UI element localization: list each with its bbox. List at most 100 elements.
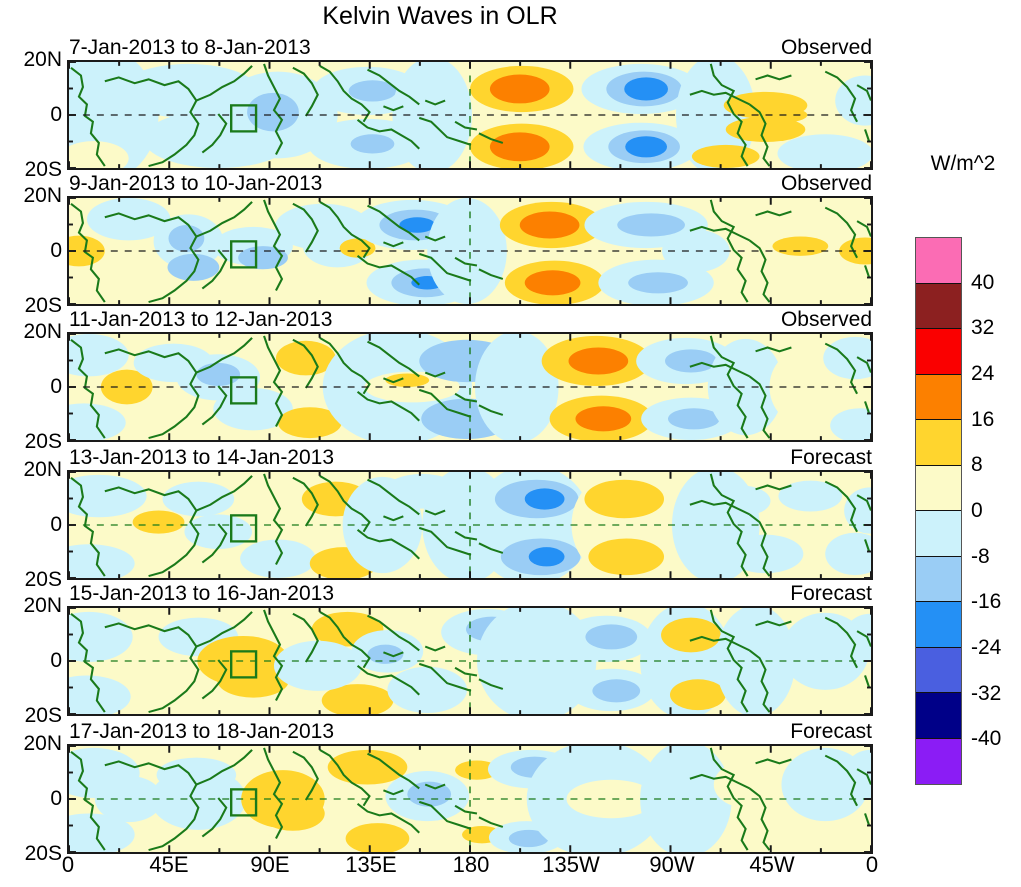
yaxis-panel-6: 20N 0 20S <box>0 732 62 865</box>
colorbar-swatch <box>916 647 961 693</box>
axis-ticks <box>69 198 871 304</box>
page-title: Kelvin Waves in OLR <box>322 2 558 30</box>
colorbar-swatch <box>916 693 961 739</box>
colorbar-tick-labels: 40 32 24 16 8 0 -8 -16 -24 -32 -40 <box>966 237 1021 785</box>
colorbar-tick-label: -40 <box>971 727 1002 751</box>
colorbar-tick-label: -24 <box>971 636 1002 659</box>
yaxis-tick-20S: 20S <box>24 430 62 453</box>
colorbar-swatch <box>916 738 961 784</box>
yaxis-tick-0: 0 <box>50 649 62 672</box>
panel-header: 11-Jan-2013 to 12-Jan-2013 Observed <box>67 308 873 332</box>
panel-map-area <box>67 606 873 716</box>
colorbar-tick-label: 16 <box>971 407 995 431</box>
panel-kind-label: Forecast <box>790 582 872 605</box>
olr-field <box>69 198 871 304</box>
map-panel-6: 17-Jan-2013 to 18-Jan-2013 Forecast <box>67 720 873 854</box>
reference-box <box>229 240 258 269</box>
panel-date-range: 11-Jan-2013 to 12-Jan-2013 <box>69 308 333 331</box>
map-panel-2: 9-Jan-2013 to 10-Jan-2013 Observed <box>67 172 873 306</box>
coastlines <box>70 473 871 578</box>
panel-map-area <box>67 196 873 306</box>
axis-ticks <box>69 334 871 440</box>
reference-box <box>229 376 258 405</box>
yaxis-tick-20S: 20S <box>24 158 62 181</box>
panel-header: 13-Jan-2013 to 14-Jan-2013 Forecast <box>67 446 873 470</box>
panel-header: 17-Jan-2013 to 18-Jan-2013 Forecast <box>67 720 873 744</box>
colorbar-swatch <box>916 374 961 420</box>
olr-contour-plot <box>69 472 871 578</box>
xaxis-tick-45E: 45E <box>149 852 189 877</box>
xaxis-tick-45W: 45W <box>749 852 795 877</box>
yaxis-tick-20N: 20N <box>23 320 62 343</box>
panel-header: 7-Jan-2013 to 8-Jan-2013 Observed <box>67 36 873 60</box>
xaxis-tick-90W: 90W <box>649 852 695 877</box>
colorbar-tick-label: 0 <box>971 499 983 522</box>
yaxis-tick-20S: 20S <box>24 704 62 727</box>
axis-ticks <box>69 746 871 852</box>
colorbar-tick-label: -32 <box>971 681 1002 705</box>
yaxis-tick-20N: 20N <box>23 594 62 617</box>
colorbar-swatch <box>916 511 961 557</box>
panel-kind-label: Forecast <box>790 446 872 469</box>
panel-kind-label: Observed <box>780 36 872 59</box>
xaxis-tick-180: 180 <box>452 852 490 877</box>
map-panel-1: 7-Jan-2013 to 8-Jan-2013 Observed <box>67 36 873 170</box>
xaxis-tick-90E: 90E <box>250 852 290 877</box>
colorbar-tick-label: 24 <box>971 362 995 385</box>
yaxis-tick-20N: 20N <box>23 458 62 481</box>
panel-map-area <box>67 60 873 170</box>
panel-map-area <box>67 470 873 580</box>
panel-date-range: 7-Jan-2013 to 8-Jan-2013 <box>69 36 311 59</box>
colorbar-tick-label: -16 <box>971 590 1002 614</box>
panel-header: 15-Jan-2013 to 16-Jan-2013 Forecast <box>67 582 873 606</box>
yaxis-panel-2: 20N 0 20S <box>0 184 62 317</box>
axis-ticks <box>69 62 871 168</box>
yaxis-tick-0: 0 <box>50 787 62 810</box>
yaxis-tick-0: 0 <box>50 239 62 262</box>
olr-contour-plot <box>69 746 871 852</box>
yaxis-tick-0: 0 <box>50 103 62 126</box>
olr-contour-plot <box>69 608 871 714</box>
yaxis-panel-1: 20N 0 20S <box>0 48 62 181</box>
colorbar-swatch <box>916 329 961 375</box>
colorbar-tick-label: 8 <box>971 453 983 477</box>
yaxis-tick-20N: 20N <box>23 732 62 755</box>
colorbar <box>915 237 962 785</box>
yaxis-panel-5: 20N 0 20S <box>0 594 62 727</box>
coastlines <box>70 335 871 440</box>
panel-kind-label: Forecast <box>790 720 872 743</box>
colorbar-tick-label: -8 <box>971 544 990 568</box>
colorbar-tick-label: 40 <box>971 270 995 294</box>
yaxis-panel-3: 20N 0 20S <box>0 320 62 453</box>
coastlines <box>70 747 871 852</box>
yaxis-tick-20S: 20S <box>24 568 62 591</box>
reference-box <box>229 104 258 133</box>
colorbar-swatch <box>916 602 961 648</box>
coastlines <box>70 63 871 168</box>
olr-contour-plot <box>69 198 871 304</box>
panel-map-area <box>67 744 873 854</box>
reference-box <box>229 650 258 679</box>
yaxis-tick-20S: 20S <box>24 294 62 317</box>
axis-ticks <box>69 608 871 714</box>
xaxis-tick-135W: 135W <box>542 852 600 877</box>
yaxis-panel-4: 20N 0 20S <box>0 458 62 591</box>
panel-header: 9-Jan-2013 to 10-Jan-2013 Observed <box>67 172 873 196</box>
colorbar-swatch <box>916 556 961 602</box>
reference-box <box>229 788 258 817</box>
panel-date-range: 13-Jan-2013 to 14-Jan-2013 <box>69 446 335 469</box>
olr-field <box>69 608 871 714</box>
panel-date-range: 15-Jan-2013 to 16-Jan-2013 <box>69 582 335 605</box>
xaxis-tick-360: 0 <box>865 852 879 877</box>
map-panel-5: 15-Jan-2013 to 16-Jan-2013 Forecast <box>67 582 873 716</box>
map-panel-4: 13-Jan-2013 to 14-Jan-2013 Forecast <box>67 446 873 580</box>
panel-date-range: 9-Jan-2013 to 10-Jan-2013 <box>69 172 323 195</box>
colorbar-swatch <box>916 420 961 466</box>
yaxis-tick-20N: 20N <box>23 48 62 71</box>
olr-field <box>69 62 871 168</box>
xaxis-tick-0: 0 <box>61 852 75 877</box>
colorbar-swatch <box>916 283 961 329</box>
coastlines <box>70 609 871 714</box>
panel-date-range: 17-Jan-2013 to 18-Jan-2013 <box>69 720 335 743</box>
